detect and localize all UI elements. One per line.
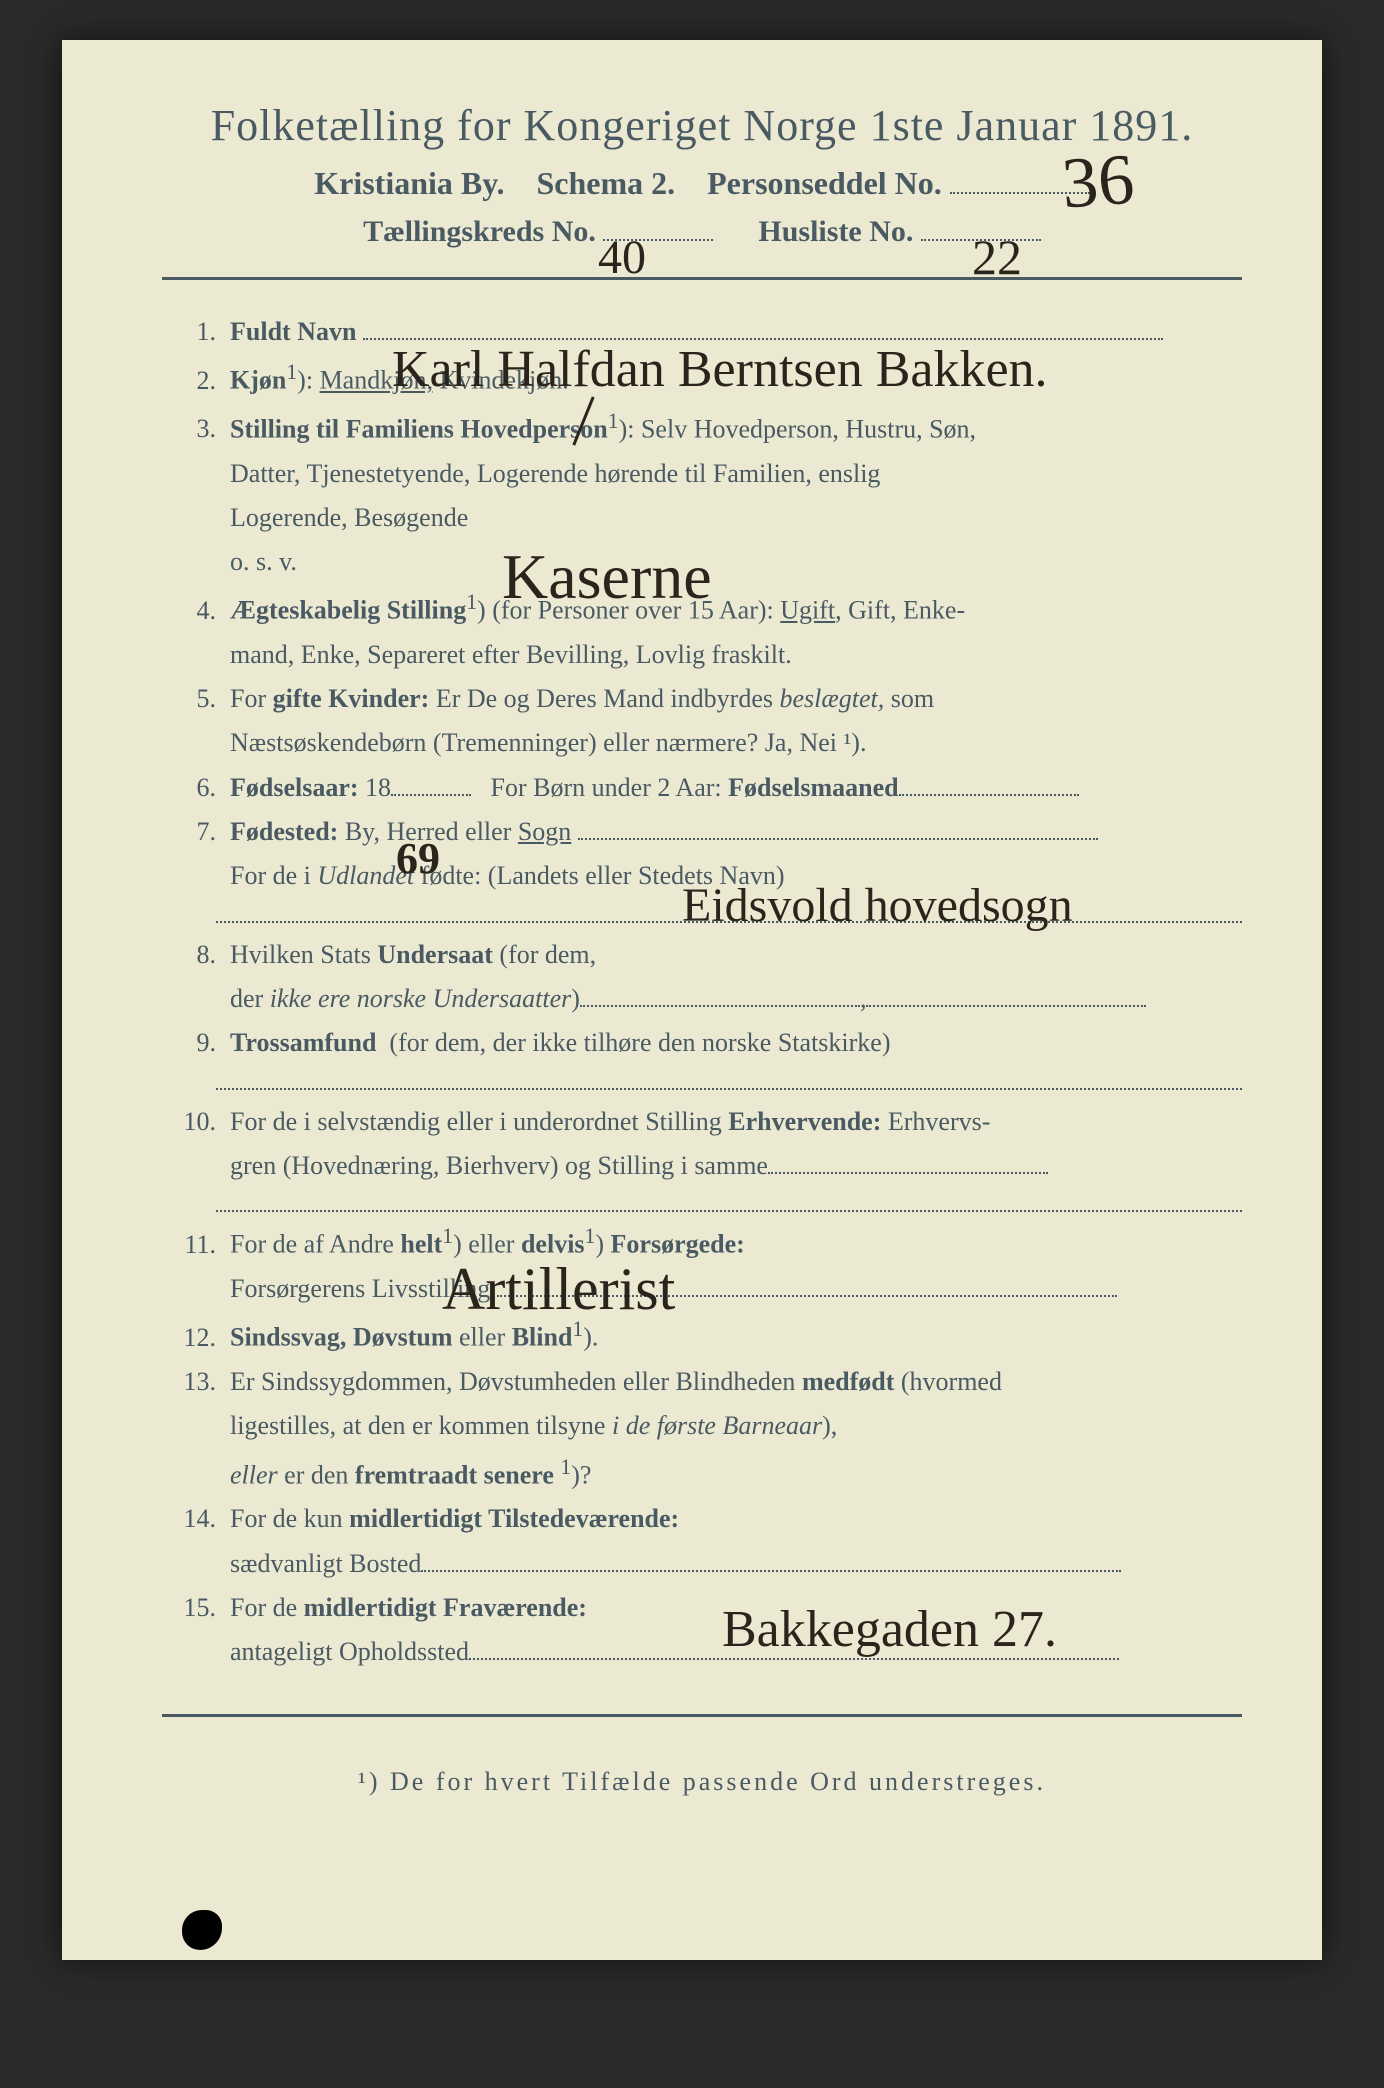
field-13: 13. Er Sindssygdommen, Døvstumheden elle… bbox=[162, 1360, 1242, 1404]
field-num-5: 5. bbox=[162, 677, 230, 721]
handwriting-birthplace: Eidsvold hovedsogn bbox=[682, 878, 1073, 933]
field-6-month bbox=[899, 770, 1079, 795]
field-num-6: 6. bbox=[162, 766, 230, 810]
field-num-3: 3. bbox=[162, 407, 230, 451]
field-8-line1: Hvilken Stats Undersaat (for dem, bbox=[230, 933, 1242, 977]
field-6: 6. Fødselsaar: 18 For Børn under 2 Aar: … bbox=[162, 766, 1242, 810]
field-9: 9. Trossamfund (for dem, der ikke tilhør… bbox=[162, 1021, 1242, 1065]
field-3-line3: Logerende, Besøgende bbox=[230, 496, 1242, 540]
field-num-13: 13. bbox=[162, 1360, 230, 1404]
field-8: 8. Hvilken Stats Undersaat (for dem, bbox=[162, 933, 1242, 977]
handwriting-husliste-no: 22 bbox=[972, 228, 1022, 286]
field-1-label: Fuldt Navn bbox=[230, 317, 356, 346]
field-num-11: 11. bbox=[162, 1223, 230, 1267]
rule-bottom bbox=[162, 1714, 1242, 1717]
field-num-4: 4. bbox=[162, 589, 230, 633]
field-12: 12. Sindssvag, Døvstum eller Blind1). bbox=[162, 1311, 1242, 1360]
footnote: ¹) De for hvert Tilfælde passende Ord un… bbox=[162, 1767, 1242, 1797]
field-num-2: 2. bbox=[162, 359, 230, 403]
handwriting-residence: Bakkegaden 27. bbox=[722, 1600, 1057, 1659]
field-5: 5. For gifte Kvinder: Er De og Deres Man… bbox=[162, 677, 1242, 721]
rule-top bbox=[162, 277, 1242, 280]
census-form-page: Folketælling for Kongeriget Norge 1ste J… bbox=[62, 40, 1322, 1960]
personseddel-label: Personseddel No. bbox=[707, 165, 942, 201]
handwriting-birthyear: 69 bbox=[396, 833, 440, 884]
handwriting-stilling: Kaserne bbox=[502, 540, 712, 614]
field-num-12: 12. bbox=[162, 1316, 230, 1360]
field-15: 15. For de midlertidigt Fraværende: bbox=[162, 1586, 1242, 1630]
husliste-label: Husliste No. bbox=[758, 215, 913, 248]
field-num-9: 9. bbox=[162, 1021, 230, 1065]
field-num-1: 1. bbox=[162, 310, 230, 354]
field-num-8: 8. bbox=[162, 933, 230, 977]
handwriting-name: Karl Halfdan Berntsen Bakken. bbox=[392, 340, 1048, 399]
field-num-7: 7. bbox=[162, 810, 230, 854]
field-3: 3. Stilling til Familiens Hovedperson1):… bbox=[162, 403, 1242, 452]
field-4-line2: mand, Enke, Separeret efter Bevilling, L… bbox=[230, 633, 1242, 677]
field-3-line1: Selv Hovedperson, Hustru, Søn, bbox=[641, 414, 976, 443]
field-6-year bbox=[391, 770, 471, 795]
field-3-label: Stilling til Familiens Hovedperson bbox=[230, 414, 608, 443]
field-num-14: 14. bbox=[162, 1497, 230, 1541]
field-1-line bbox=[363, 314, 1163, 339]
field-9-blank bbox=[216, 1065, 1242, 1089]
field-4-label: Ægteskabelig Stilling bbox=[230, 596, 466, 625]
field-3-line2: Datter, Tjenestetyende, Logerende hørend… bbox=[230, 452, 1242, 496]
field-11: 11. For de af Andre helt1) eller delvis1… bbox=[162, 1218, 1242, 1267]
field-14: 14. For de kun midlertidigt Tilstedevære… bbox=[162, 1497, 1242, 1541]
field-10-blank bbox=[216, 1188, 1242, 1212]
field-10: 10. For de i selvstændig eller i underor… bbox=[162, 1100, 1242, 1144]
city-label: Kristiania By. bbox=[314, 165, 504, 201]
field-2-label: Kjøn bbox=[230, 366, 286, 395]
field-3-line4: o. s. v. bbox=[230, 540, 1242, 584]
field-7-line bbox=[578, 814, 1098, 839]
field-num-10: 10. bbox=[162, 1100, 230, 1144]
handwriting-kreds-no: 40 bbox=[598, 230, 646, 285]
handwriting-occupation: Artillerist bbox=[442, 1255, 675, 1324]
field-7: 7. Fødested: By, Herred eller Sogn bbox=[162, 810, 1242, 854]
ink-blot bbox=[182, 1910, 222, 1950]
handwriting-pers-no: 36 bbox=[1059, 138, 1137, 226]
field-num-15: 15. bbox=[162, 1586, 230, 1630]
field-5-line2: Næstsøskendebørn (Tremenninger) eller næ… bbox=[230, 721, 1242, 765]
schema-label: Schema 2. bbox=[536, 165, 675, 201]
kreds-label: Tællingskreds No. bbox=[363, 215, 596, 248]
